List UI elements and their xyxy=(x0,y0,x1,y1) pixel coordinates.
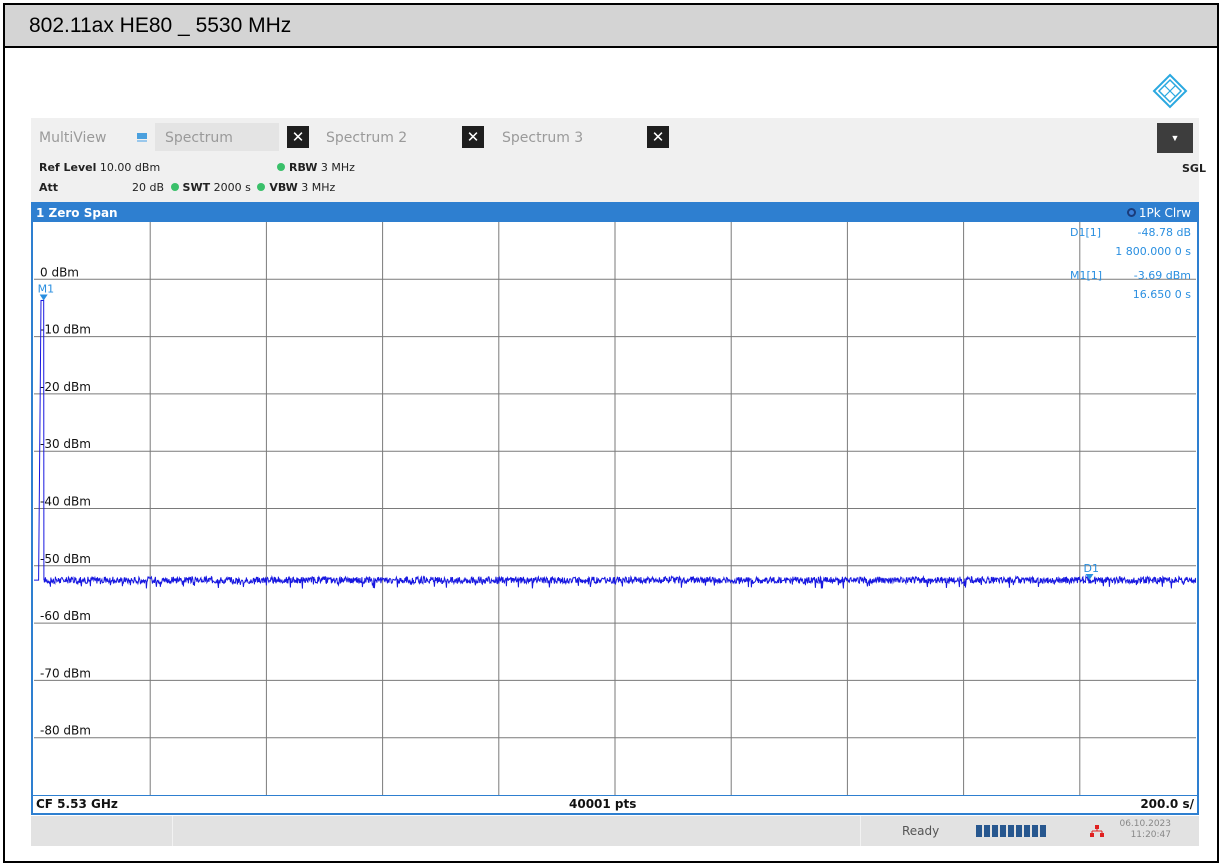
progress-bar xyxy=(976,825,1050,837)
close-spectrum-3-button[interactable]: ✕ xyxy=(647,126,669,148)
status-date: 06.10.2023 xyxy=(1119,819,1171,829)
att-value: 20 dB xyxy=(132,181,165,194)
marker-table-position: 16.650 0 s xyxy=(1133,288,1191,301)
marker-table-position: 1 800.000 0 s xyxy=(1115,245,1191,258)
y-tick-label-bg xyxy=(38,550,82,565)
y-tick-label: -80 dBm xyxy=(40,724,91,738)
toolbar: MultiView Spectrum ✕ Spectrum 2 ✕ Spectr… xyxy=(31,118,1206,204)
vbw-status-icon xyxy=(257,183,266,191)
y-tick-label-bg xyxy=(38,436,82,451)
y-tick-label-bg xyxy=(38,608,82,623)
close-spectrum-2-button[interactable]: ✕ xyxy=(462,126,484,148)
sweep-points[interactable]: 40001 pts xyxy=(569,797,637,811)
ref-level-label: Ref Level xyxy=(39,161,97,174)
swt-label: SWT xyxy=(182,181,211,194)
y-tick-label-bg xyxy=(38,665,82,680)
status-segment[interactable] xyxy=(31,816,173,846)
rs-logo-icon xyxy=(1152,73,1188,109)
ref-level-value: 10.00 dBm xyxy=(99,161,161,174)
y-tick-label: -40 dBm xyxy=(40,495,91,509)
tab-spectrum[interactable]: Spectrum xyxy=(165,130,233,146)
y-tick-label-bg xyxy=(38,378,82,393)
marker-label: M1 xyxy=(38,282,55,295)
y-tick-label-bg xyxy=(38,722,82,737)
tab-spectrum-2[interactable]: Spectrum 2 xyxy=(326,130,408,146)
panel-title[interactable]: 1 Zero Span xyxy=(36,206,118,220)
y-tick-label-bg xyxy=(38,321,82,336)
vbw-value: 3 MHz xyxy=(301,181,336,194)
y-tick-label: -10 dBm xyxy=(40,323,91,337)
grid-lines xyxy=(34,222,1196,795)
status-segment[interactable] xyxy=(173,816,861,846)
ref-level-setting[interactable]: Ref Level 10.00 dBm xyxy=(39,161,160,174)
swt-status-icon xyxy=(170,183,179,191)
att-value-group[interactable]: 20 dB SWT 2000 s VBW 3 MHz xyxy=(132,181,335,194)
rbw-setting[interactable]: RBW 3 MHz xyxy=(277,161,355,174)
marker-triangle-icon[interactable] xyxy=(39,294,48,301)
status-bar: Ready 06.10.2023 11:20:47 xyxy=(31,816,1199,846)
y-axis-labels: 0 dBm -10 dBm -20 dBm -30 dBm -40 dBm -50 dBm… xyxy=(38,264,91,738)
y-tick-label: -20 dBm xyxy=(40,380,91,394)
tab-spectrum-3[interactable]: Spectrum 3 xyxy=(502,130,584,146)
trace-label[interactable]: 1Pk Clrw xyxy=(1126,204,1191,222)
y-tick-label: 0 dBm xyxy=(40,265,79,279)
rbw-value: 3 MHz xyxy=(320,161,355,174)
marker-table: D1[1] -48.78 dB 1 800.000 0 s M1[1] -3.69 dB… xyxy=(1070,226,1191,301)
marker-label: D1 xyxy=(1083,562,1098,575)
tab-multiview[interactable]: MultiView xyxy=(39,130,107,146)
time-per-division[interactable]: 200.0 s/ xyxy=(1140,797,1194,811)
swt-value: 2000 s xyxy=(213,181,251,194)
att-label: Att xyxy=(39,181,59,194)
marker-table-name: M1[1] xyxy=(1070,269,1102,282)
status-time: 11:20:47 xyxy=(1130,830,1171,840)
y-tick-label: -70 dBm xyxy=(40,666,91,680)
center-frequency[interactable]: CF 5.53 GHz xyxy=(36,797,118,811)
trace-mode-text: 1Pk Clrw xyxy=(1138,206,1191,220)
panel-footer: CF 5.53 GHz 40001 pts 200.0 s/ xyxy=(33,795,1197,813)
zero-span-plot[interactable]: 0 dBm -10 dBm -20 dBm -30 dBm -40 dBm -50 dBm… xyxy=(34,222,1196,795)
dropdown-button[interactable]: ▼ xyxy=(1157,123,1193,153)
network-icon[interactable] xyxy=(1090,824,1104,838)
ready-status: Ready xyxy=(902,824,940,838)
marker-table-value: -3.69 dBm xyxy=(1134,269,1191,282)
trace-1-line xyxy=(34,299,1196,589)
zero-span-panel: 1 Zero Span 1Pk Clrw 0 dBm -10 dBm -20 dBm… xyxy=(31,202,1199,815)
window-title: 802.11ax HE80 _ 5530 MHz xyxy=(5,5,1217,48)
y-tick-label-bg xyxy=(38,264,82,279)
y-tick-label: -50 dBm xyxy=(40,552,91,566)
rbw-label: RBW xyxy=(289,161,318,174)
marker-table-name: D1[1] xyxy=(1070,226,1101,239)
marker-table-value: -48.78 dB xyxy=(1138,226,1192,239)
rbw-status-icon xyxy=(277,163,285,171)
tab-spectrum-bg xyxy=(155,123,279,151)
y-tick-label: -30 dBm xyxy=(40,437,91,451)
sweep-mode-badge[interactable]: SGL xyxy=(1182,162,1206,175)
marker-group: M1 D1 xyxy=(38,282,1099,580)
y-tick-label: -60 dBm xyxy=(40,609,91,623)
y-tick-label-bg xyxy=(38,493,82,508)
close-spectrum-button[interactable]: ✕ xyxy=(287,126,309,148)
marker-triangle-icon[interactable] xyxy=(1085,573,1094,580)
multiview-icon xyxy=(137,133,147,142)
date-time: 06.10.2023 11:20:47 xyxy=(1111,819,1171,841)
att-setting[interactable]: Att xyxy=(39,181,58,194)
trace-indicator-icon xyxy=(1126,208,1136,217)
panel-header: 1 Zero Span 1Pk Clrw xyxy=(33,204,1197,222)
vbw-label: VBW xyxy=(269,181,298,194)
